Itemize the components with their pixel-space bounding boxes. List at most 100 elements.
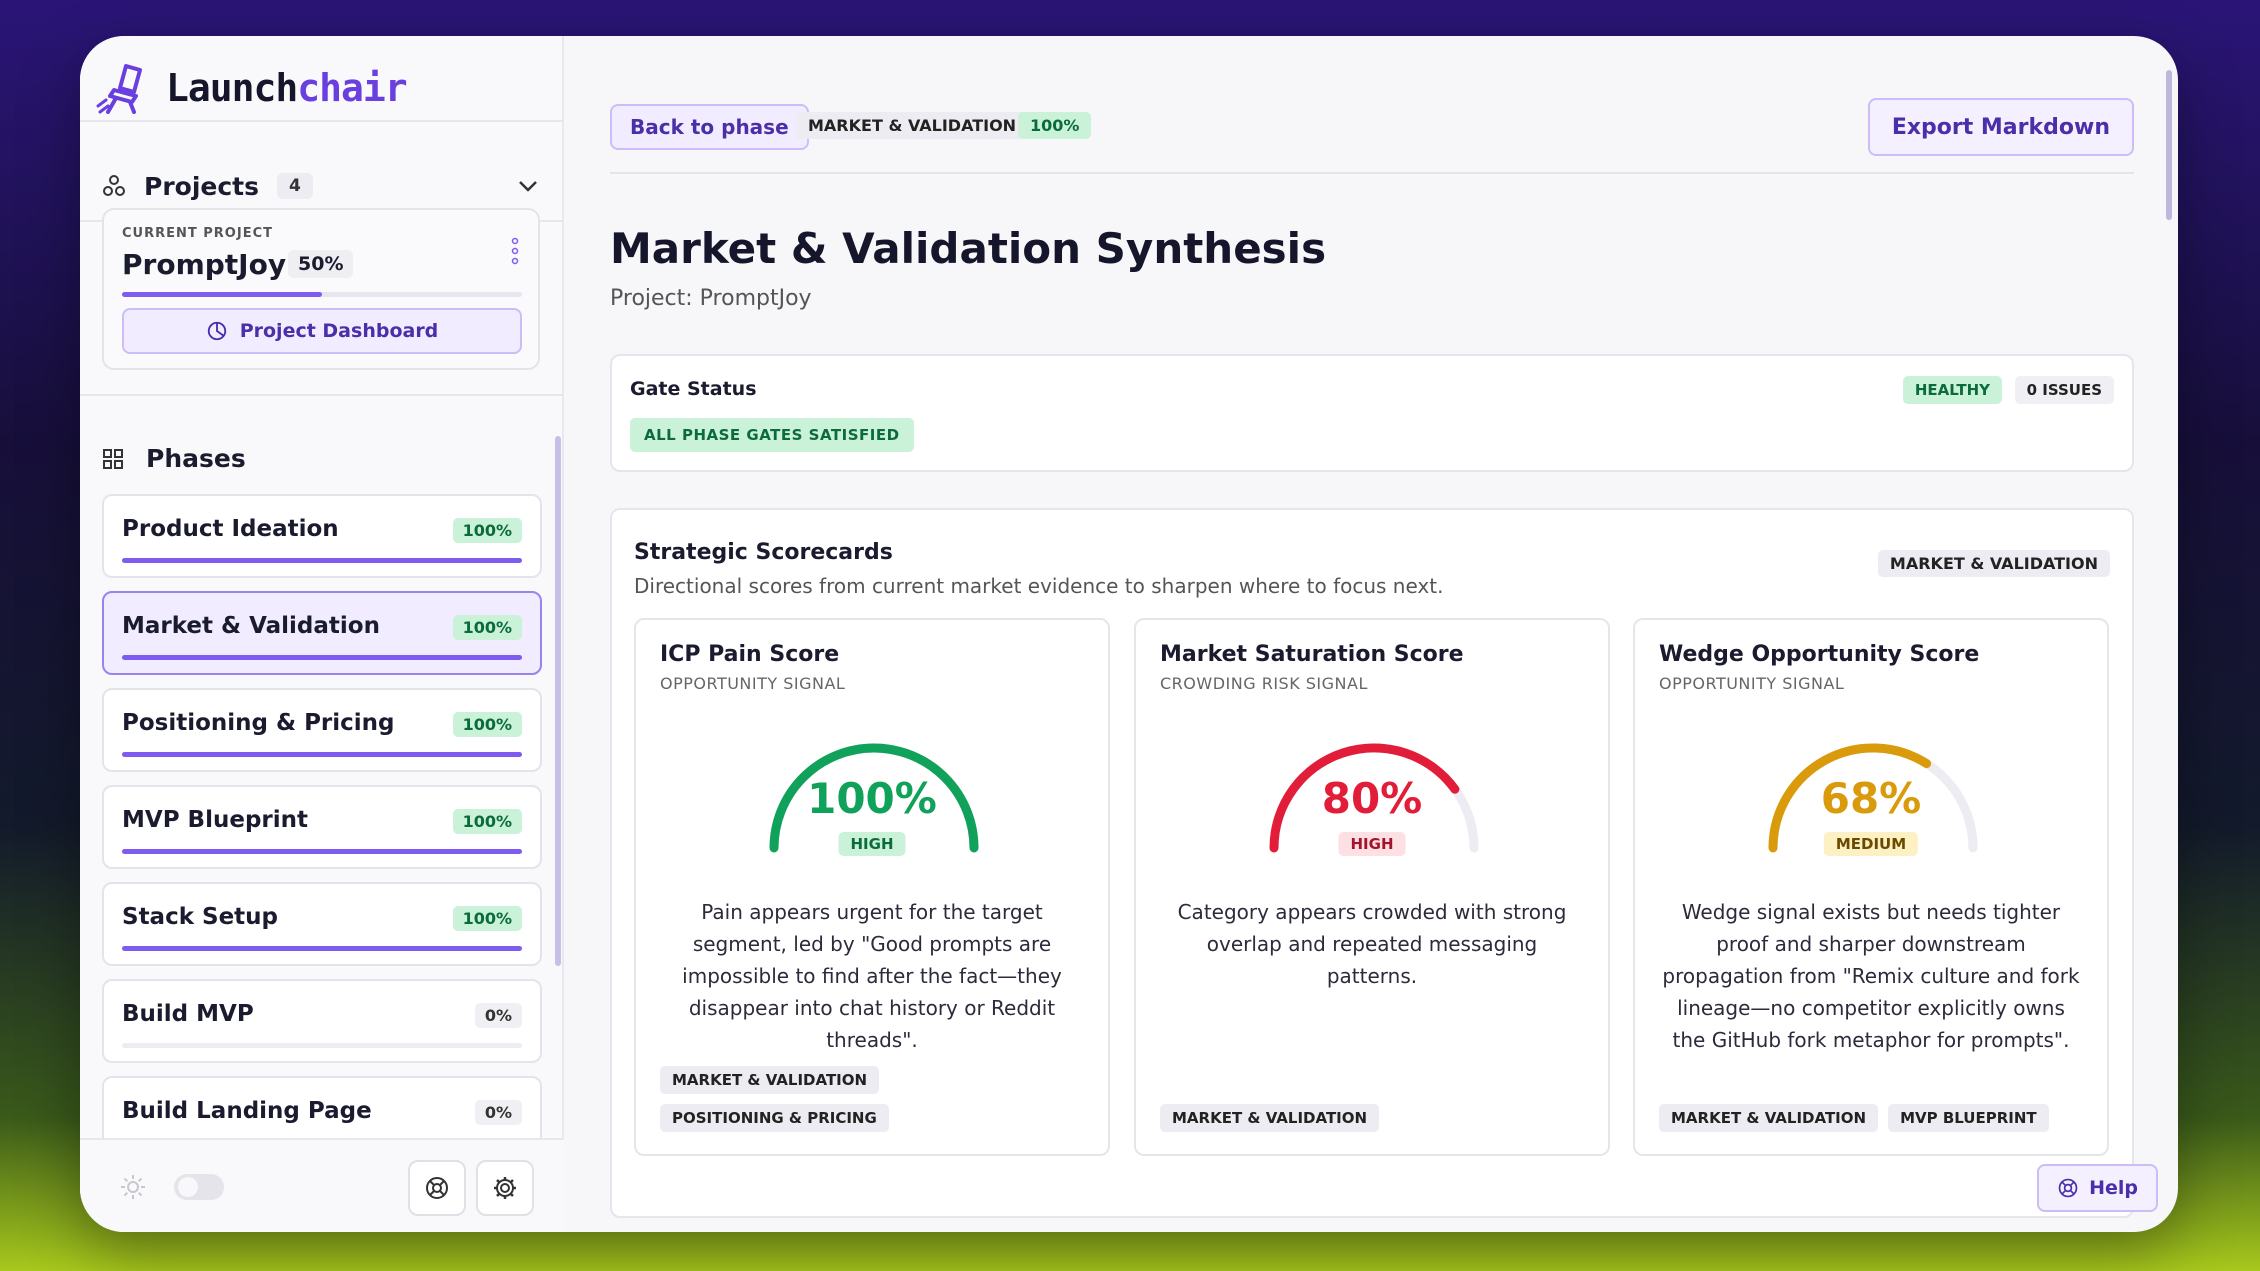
phase-item[interactable]: Product Ideation 100% [102, 494, 542, 578]
phase-item[interactable]: MVP Blueprint 100% [102, 785, 542, 869]
score-gauge [1768, 743, 1978, 853]
scorecard-title: Wedge Opportunity Score [1659, 642, 1980, 667]
scorecard-description: Wedge signal exists but needs tighter pr… [1662, 900, 2080, 1052]
current-project-name: PromptJoy [122, 248, 287, 281]
score-gauge [769, 743, 979, 853]
scorecards-description: Directional scores from current market e… [634, 574, 1444, 598]
chevron-down-icon[interactable] [516, 174, 540, 198]
topbar: Back to phase MARKET & VALIDATION 100% E… [610, 98, 2134, 164]
projects-selector[interactable]: Projects 4 [102, 158, 540, 214]
gear-icon [494, 1177, 516, 1199]
scorecard: Market Saturation Score CROWDING RISK SIG… [1134, 618, 1610, 1156]
scorecard-tags: MARKET & VALIDATION [1160, 1104, 1584, 1132]
export-markdown-button[interactable]: Export Markdown [1867, 98, 2134, 156]
main-content: Back to phase MARKET & VALIDATION 100% E… [566, 36, 2178, 1232]
gauge-fill [769, 743, 979, 853]
scorecard-signal: OPPORTUNITY SIGNAL [1659, 674, 1845, 693]
app-window: Launchchair Projects 4 CURRENT PROJECT P… [80, 36, 2178, 1232]
main-scrollbar[interactable] [2166, 70, 2172, 220]
gate-status-title: Gate Status [630, 378, 757, 400]
chair-logo-icon [96, 64, 142, 114]
phase-progress-bar [122, 655, 522, 660]
scorecard-tags: MARKET & VALIDATION MVP BLUEPRINT [1659, 1104, 2083, 1132]
phase-item[interactable]: Stack Setup 100% [102, 882, 542, 966]
projects-count-badge: 4 [277, 173, 313, 199]
phase-name: Positioning & Pricing [122, 710, 395, 736]
phase-list: Product Ideation 100% Market & Validation 1… [102, 494, 542, 1173]
support-button[interactable] [408, 1160, 466, 1216]
gates-satisfied-badge: ALL PHASE GATES SATISFIED [630, 418, 914, 452]
brand-name: Launchchair [166, 66, 408, 110]
sidebar-scrollbar[interactable] [555, 436, 561, 966]
scorecard-value: 100% [807, 774, 937, 823]
current-project-caption: CURRENT PROJECT [122, 226, 273, 241]
more-options-icon[interactable] [510, 236, 520, 266]
scorecard: Wedge Opportunity Score OPPORTUNITY SIGNA… [1633, 618, 2109, 1156]
phase-item[interactable]: Market & Validation 100% [102, 591, 542, 675]
phase-percent-badge: 0% [474, 1003, 522, 1028]
phase-progress-bar [122, 946, 522, 951]
scorecard-tag: MARKET & VALIDATION [1160, 1104, 1380, 1132]
scorecard-value: 80% [1321, 774, 1423, 823]
back-to-phase-button[interactable]: Back to phase [610, 104, 809, 150]
scorecard-title: ICP Pain Score [660, 642, 840, 667]
project-dashboard-button[interactable]: Project Dashboard [122, 308, 522, 354]
phase-progress-bar [122, 1043, 522, 1048]
projects-icon [103, 175, 125, 196]
phase-name: Build MVP [122, 1001, 254, 1027]
sidebar-footer [80, 1138, 564, 1232]
phase-name: Market & Validation [122, 613, 380, 639]
strategic-scorecards: Strategic Scorecards Directional scores … [610, 508, 2134, 1218]
score-gauge [1269, 743, 1479, 853]
lifebuoy-icon [426, 1177, 448, 1199]
help-label: Help [2089, 1177, 2138, 1199]
scorecard-level-badge: MEDIUM [1823, 832, 1919, 856]
phase-progress-bar [122, 752, 522, 757]
scorecard-tags: MARKET & VALIDATION POSITIONING & PRICING [660, 1066, 1084, 1132]
pie-chart-icon [207, 321, 226, 341]
phase-percent-badge: 100% [452, 615, 522, 640]
scorecard-tag: MARKET & VALIDATION [1659, 1104, 1879, 1132]
phases-label: Phases [146, 444, 246, 473]
scorecards-phase-tag: MARKET & VALIDATION [1877, 550, 2110, 577]
grid-icon [103, 448, 123, 469]
theme-toggle[interactable] [174, 1174, 224, 1200]
sun-icon [121, 1175, 145, 1199]
scorecard-tag: POSITIONING & PRICING [660, 1104, 889, 1132]
phase-name: Product Ideation [122, 516, 339, 542]
scorecard-description: Pain appears urgent for the target segme… [682, 900, 1062, 1052]
project-dashboard-label: Project Dashboard [239, 320, 439, 342]
page-title: Market & Validation Synthesis [610, 224, 1327, 273]
projects-label: Projects [144, 171, 260, 201]
sidebar: Launchchair Projects 4 CURRENT PROJECT P… [80, 36, 564, 1232]
phase-percent-badge: 100% [452, 809, 522, 834]
help-button[interactable]: Help [2037, 1164, 2158, 1212]
scorecard-title: Market Saturation Score [1160, 642, 1464, 667]
gauge-fill [1768, 743, 1932, 853]
scorecard-tag: MVP BLUEPRINT [1888, 1104, 2049, 1132]
divider [610, 172, 2134, 174]
current-project-percent: 50% [288, 250, 354, 278]
scorecards-title: Strategic Scorecards [634, 540, 893, 565]
lifebuoy-icon [2058, 1178, 2078, 1198]
phases-header: Phases [102, 444, 246, 473]
phase-progress-bar [122, 558, 522, 563]
phase-item[interactable]: Positioning & Pricing 100% [102, 688, 542, 772]
scorecard-level-badge: HIGH [1338, 832, 1406, 856]
brand-logo[interactable]: Launchchair [96, 56, 408, 120]
scorecard-level-badge: HIGH [838, 832, 906, 856]
divider [80, 394, 564, 396]
current-project-progress [122, 292, 522, 297]
phase-tag: MARKET & VALIDATION [796, 112, 1029, 139]
divider [80, 120, 564, 122]
gauge-fill [1269, 743, 1460, 853]
phase-name: MVP Blueprint [122, 807, 308, 833]
phase-percent-badge: 0% [474, 1100, 522, 1125]
phase-percent-badge: 100% [452, 712, 522, 737]
page-subtitle: Project: PromptJoy [610, 286, 812, 311]
phase-item[interactable]: Build MVP 0% [102, 979, 542, 1063]
phase-percent-badge: 100% [1018, 112, 1092, 139]
settings-button[interactable] [476, 1160, 534, 1216]
scorecard-signal: CROWDING RISK SIGNAL [1160, 674, 1368, 693]
health-badge: HEALTHY [1902, 376, 2002, 404]
